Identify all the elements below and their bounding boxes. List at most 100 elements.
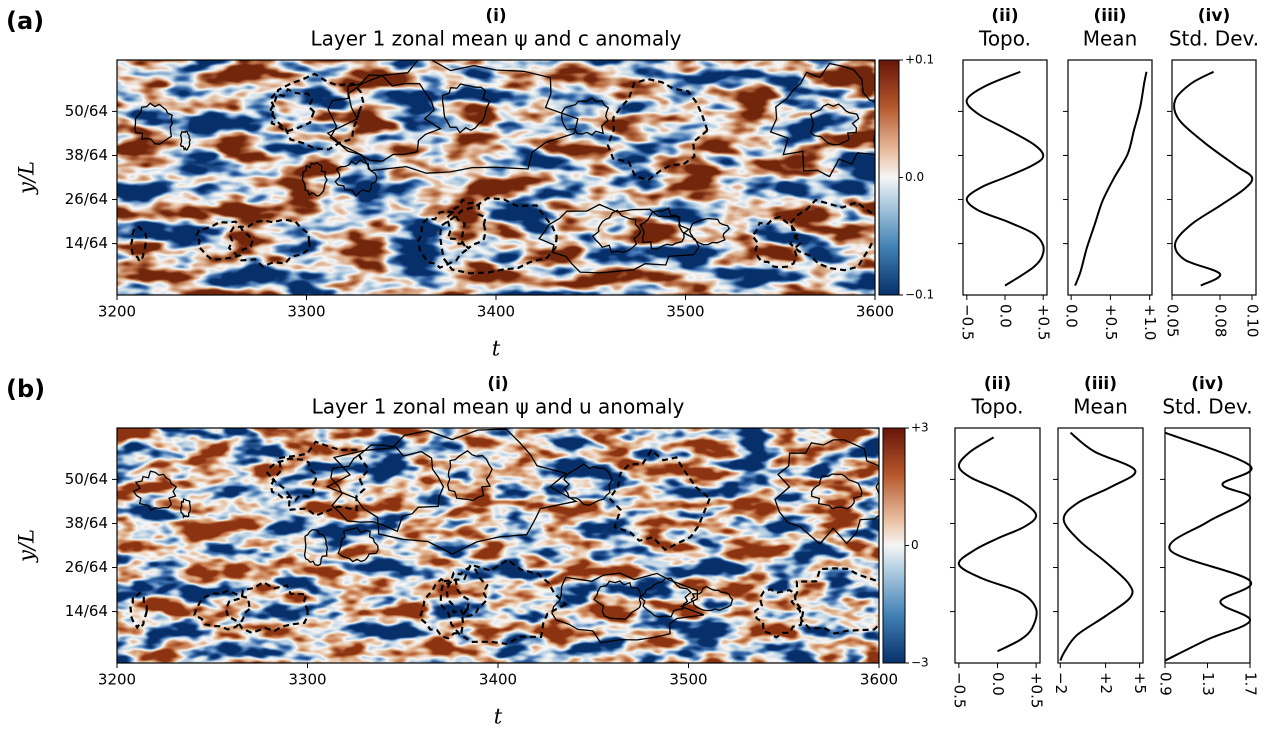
contour — [690, 585, 734, 612]
x-tick-label: 3400 — [477, 303, 515, 321]
plot-frame — [1057, 427, 1144, 664]
y-tick-label: 50/64 — [65, 470, 108, 488]
contour — [809, 103, 860, 146]
chart-title: Std. Dev. — [1169, 27, 1259, 51]
chart-title: Layer 1 zonal mean ψ and u anomaly — [312, 395, 685, 419]
contours — [130, 60, 875, 275]
colorbar-tick-label: −0.1 — [905, 288, 934, 302]
y-tick-label: 14/64 — [65, 602, 108, 620]
colorbar — [878, 59, 900, 296]
heatmap-field — [117, 428, 879, 663]
plot-frame — [1171, 59, 1257, 296]
contour — [689, 217, 731, 246]
contour — [551, 572, 705, 644]
profile-line — [957, 436, 1038, 653]
x-tick-label: +5 — [1131, 672, 1149, 694]
colorbar-tick-label: +3 — [911, 421, 929, 435]
x-tick-label: −2 — [1052, 672, 1070, 694]
x-tick-label: 0.05 — [1164, 304, 1182, 337]
chart-title: Mean — [1083, 27, 1138, 51]
profile-line — [965, 70, 1045, 287]
y-tick-label: 38/64 — [65, 146, 108, 164]
contour-dashed — [608, 448, 712, 552]
contour — [301, 161, 328, 197]
contours — [129, 428, 879, 646]
subtitle: (iv) — [1198, 6, 1230, 26]
contour-dashed — [268, 72, 365, 151]
x-tick-label: +0.5 — [1028, 672, 1046, 708]
contour — [561, 96, 610, 136]
subtitle: (i) — [487, 374, 508, 394]
x-tick-label: −0.5 — [958, 304, 976, 340]
contour — [639, 577, 692, 618]
x-tick-label: 3600 — [860, 671, 898, 689]
profile-line — [1164, 431, 1253, 662]
contour — [334, 159, 378, 198]
x-tick-label: +1.0 — [1141, 304, 1159, 340]
contour — [563, 463, 613, 506]
subtitle: (ii) — [984, 374, 1011, 394]
contour — [303, 529, 329, 567]
contour-dashed — [418, 577, 471, 640]
panel-label: (a) — [6, 7, 44, 35]
plot-frame — [1067, 59, 1153, 296]
contour — [180, 498, 191, 519]
x-tick-label: 3200 — [98, 671, 136, 689]
contour — [327, 74, 442, 162]
x-tick-label: 0.9 — [1157, 672, 1175, 696]
contour-dashed — [265, 457, 318, 502]
contour-dashed — [195, 220, 254, 261]
y-tick-label: 26/64 — [65, 558, 108, 576]
contour — [325, 428, 578, 555]
contour-dashed — [445, 198, 487, 250]
contour — [179, 130, 191, 152]
x-tick-label: +0.5 — [1102, 304, 1120, 340]
chart-title: Topo. — [971, 395, 1024, 419]
plot-frame — [954, 427, 1041, 664]
contour-dashed — [193, 589, 251, 631]
contour — [330, 444, 445, 533]
contour — [132, 470, 178, 512]
chart-title: Std. Dev. — [1162, 395, 1252, 419]
y-tick-label: 14/64 — [65, 234, 108, 252]
x-tick-label: +2 — [1097, 672, 1115, 694]
chart-title: Layer 1 zonal mean ψ and c anomaly — [310, 27, 681, 51]
contour — [134, 102, 174, 145]
subtitle: (i) — [485, 6, 506, 26]
y-axis-label: y/L — [15, 161, 39, 195]
contour-dashed — [417, 210, 469, 269]
x-axis-label: t — [492, 337, 501, 361]
y-tick-label: 38/64 — [65, 514, 108, 532]
y-tick-label: 26/64 — [65, 190, 108, 208]
contour-dashed — [269, 87, 316, 133]
profile-line — [1059, 431, 1137, 662]
contour — [639, 207, 691, 250]
contour-dashed — [606, 77, 709, 182]
x-tick-label: 3200 — [98, 303, 136, 321]
contour-dashed — [753, 587, 805, 639]
contour-dashed — [129, 591, 148, 630]
contour — [769, 62, 875, 178]
x-tick-label: 3500 — [669, 671, 707, 689]
subtitle: (iv) — [1191, 374, 1223, 394]
x-tick-label: 3600 — [856, 303, 894, 321]
x-tick-label: 1.7 — [1242, 672, 1260, 696]
y-tick-label: 50/64 — [65, 102, 108, 120]
subtitle: (iii) — [1093, 6, 1126, 26]
contour-dashed — [439, 558, 568, 646]
contour-dashed — [751, 215, 802, 269]
chart-title: Topo. — [978, 27, 1031, 51]
contour-dashed — [224, 581, 309, 634]
chart-title: Mean — [1073, 395, 1128, 419]
contour — [811, 473, 863, 510]
colorbar-tick-label: −3 — [911, 656, 929, 670]
x-tick-label: 3300 — [288, 671, 326, 689]
subtitle: (ii) — [991, 6, 1018, 26]
colorbar-tick-label: 0.0 — [905, 170, 924, 184]
heatmap-field — [117, 60, 875, 295]
x-tick-label: 3300 — [287, 303, 325, 321]
x-tick-label: 1.3 — [1199, 672, 1217, 696]
contour — [591, 209, 642, 254]
panel-label: (b) — [6, 375, 45, 403]
